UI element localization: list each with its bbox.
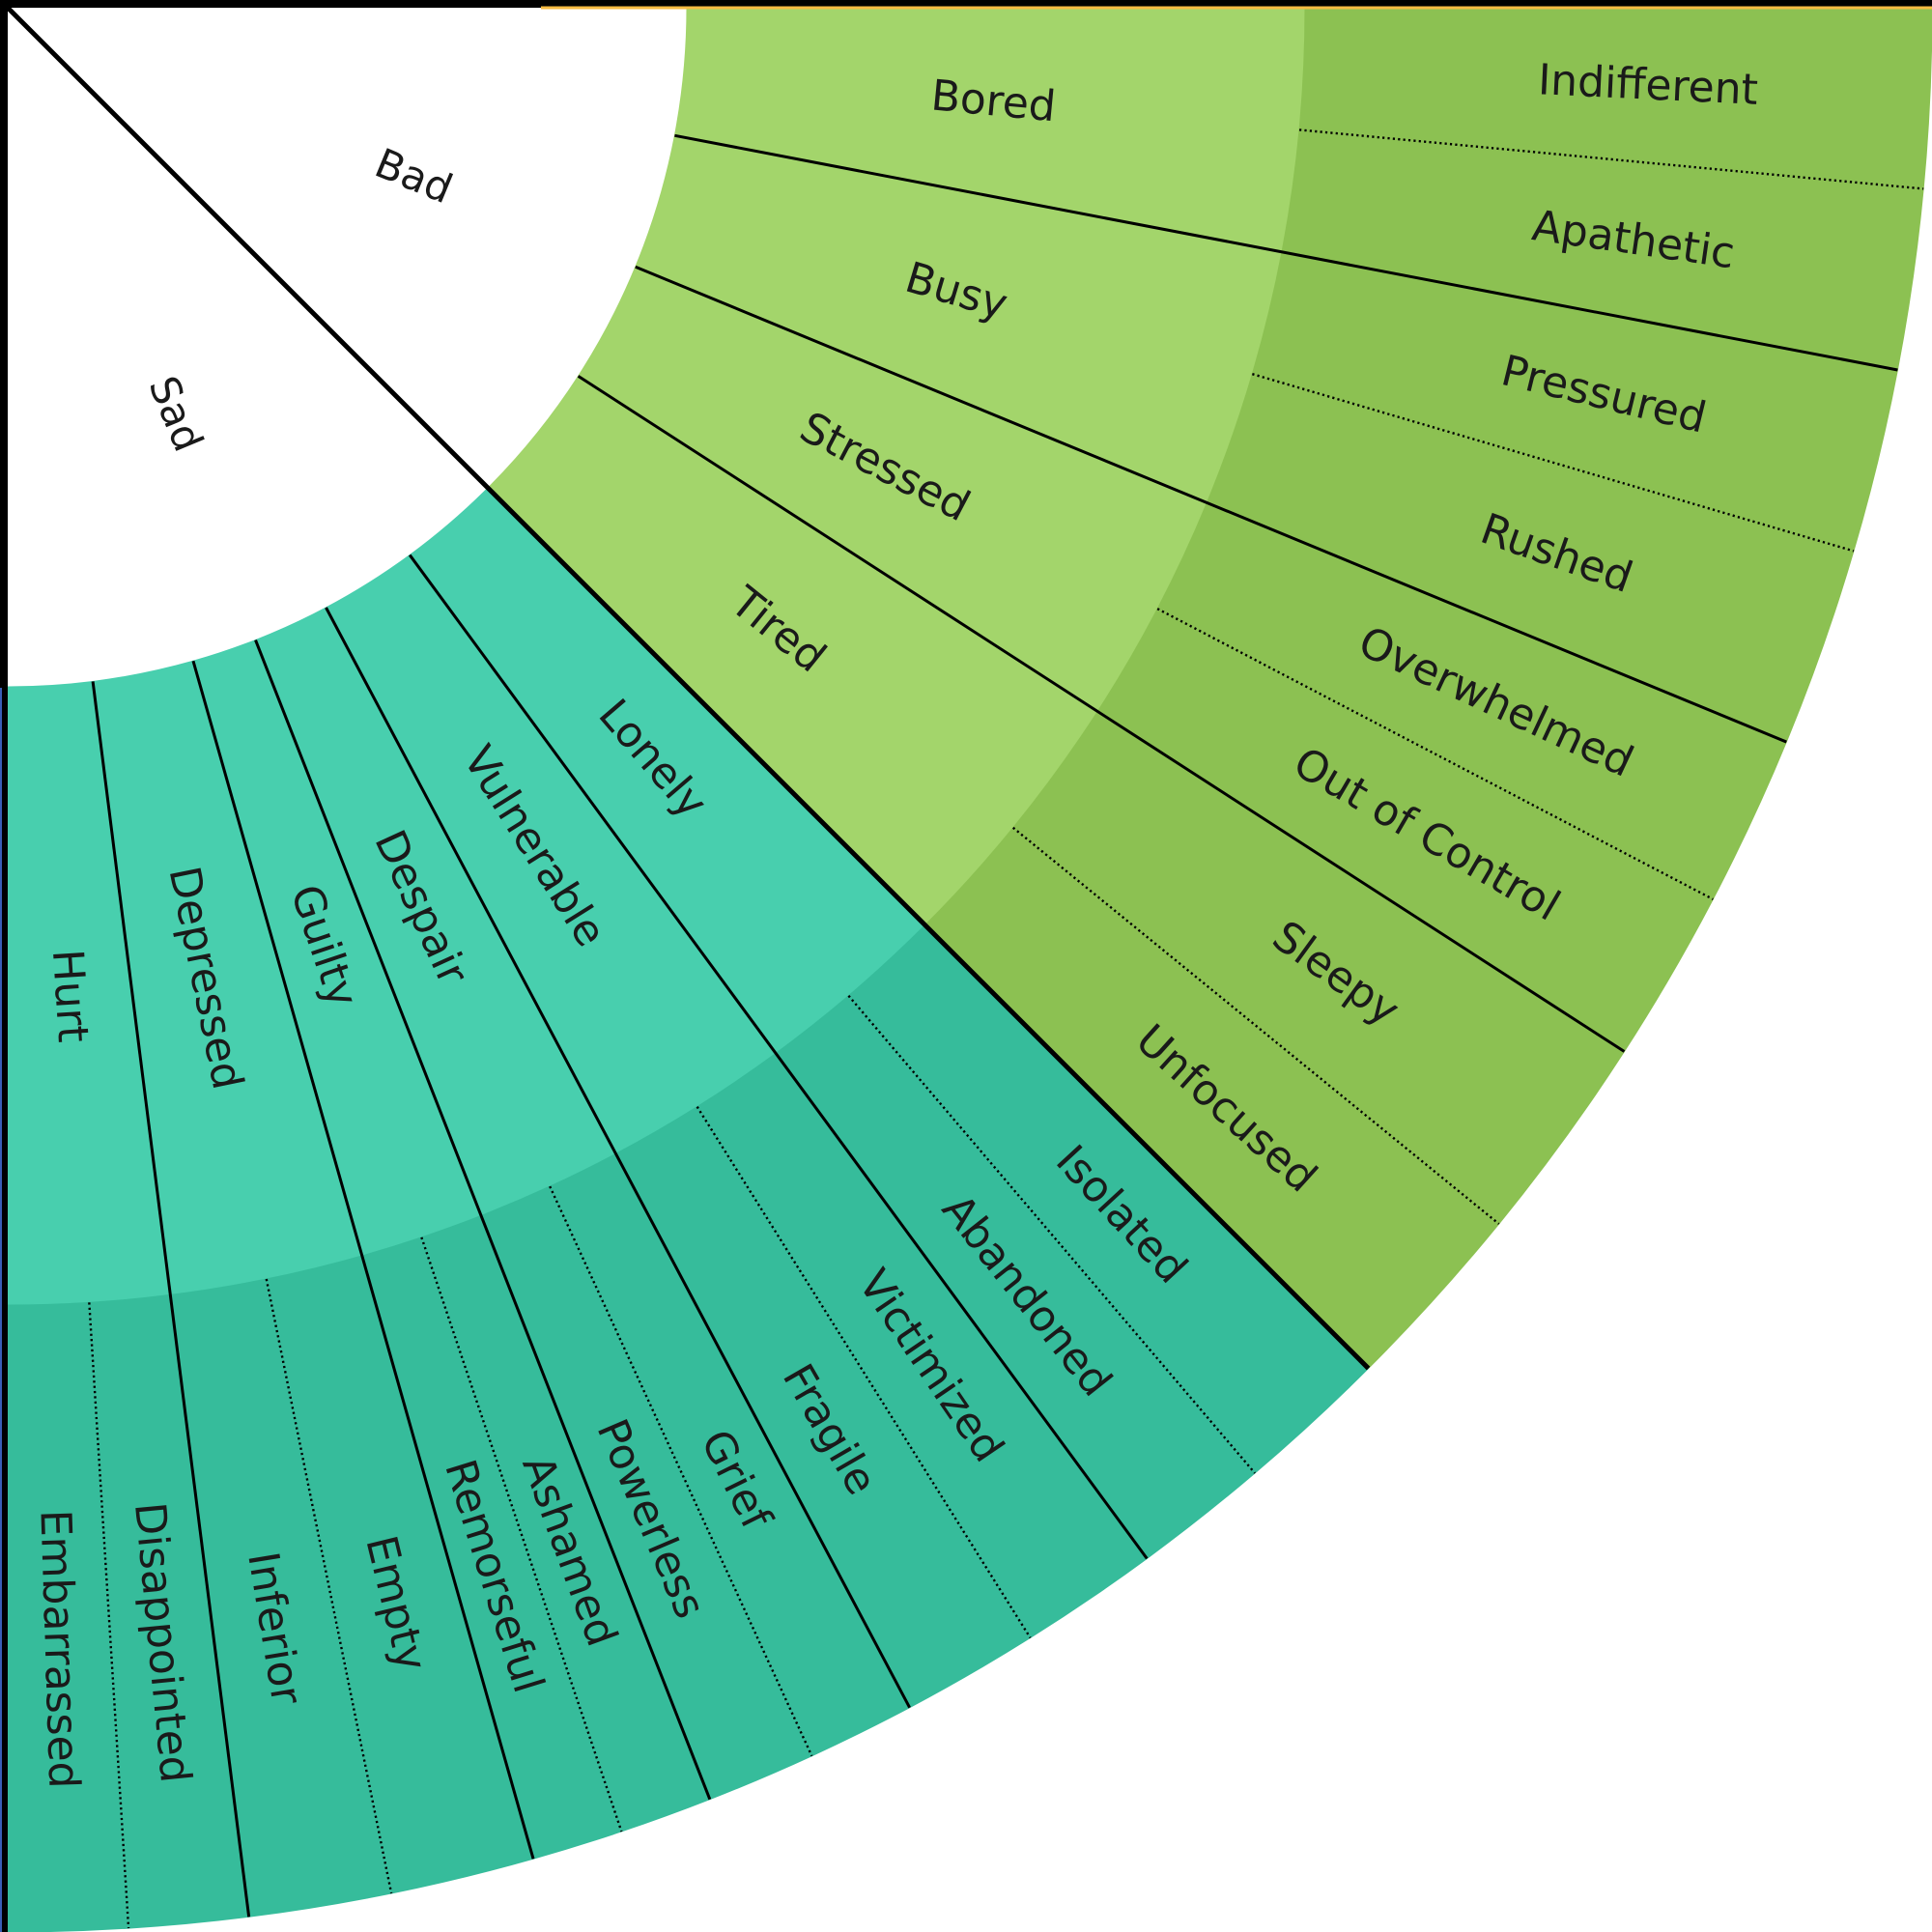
sad-dotted-divider-line [420,1236,623,1833]
bad-divider-line [674,133,1898,372]
sad-divider-line [325,607,911,1709]
bad-dotted-divider-line [1298,128,1924,190]
bad-divider-line [635,265,1787,744]
sad-divider-line [408,554,1149,1560]
sad-dotted-divider-line [696,1106,1032,1639]
bad-dotted-divider-line [1156,608,1714,900]
label-bored: Bored [929,71,1058,131]
label-hurt: Hurt [43,948,98,1043]
bad-dotted-divider-line [1252,373,1855,553]
sad-divider-line [91,681,251,1918]
wheel-segments [7,7,1932,1932]
core-divider-line [6,6,1371,1371]
sad-divider-line [191,660,535,1860]
sad-dotted-divider-line [549,1185,813,1757]
sad-dotted-divider-line [88,1302,130,1929]
sad-dotted-divider-line [265,1278,393,1894]
bad-divider-line [577,375,1626,1053]
sad-divider-line [254,639,712,1801]
sad-dotted-divider-line [847,994,1256,1474]
label-indifferent: Indifferent [1537,55,1759,115]
label-embarrassed: Embarrassed [30,1509,88,1789]
bad-dotted-divider-line [1011,826,1500,1225]
